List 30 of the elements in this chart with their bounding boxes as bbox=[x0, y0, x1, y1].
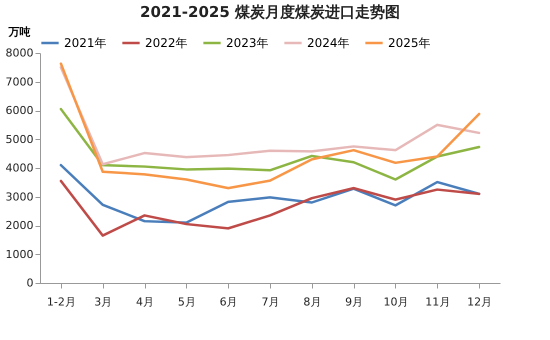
x-tick-label: 11月 bbox=[425, 296, 450, 308]
x-tick-label: 8月 bbox=[303, 296, 322, 308]
x-tick-label: 6月 bbox=[220, 296, 238, 308]
legend-label: 2023年 bbox=[226, 36, 269, 50]
x-tick-label: 12月 bbox=[467, 296, 492, 308]
y-tick-label: 1000 bbox=[6, 248, 34, 261]
legend-label: 2021年 bbox=[64, 36, 107, 50]
x-tick-label: 5月 bbox=[178, 296, 196, 308]
x-tick-label: 1-2月 bbox=[46, 296, 76, 308]
legend-label: 2022年 bbox=[145, 36, 188, 50]
y-tick-label: 7000 bbox=[6, 75, 34, 88]
line-series bbox=[60, 180, 480, 237]
y-tick-label: 6000 bbox=[6, 104, 34, 117]
y-axis-title: 万吨 bbox=[8, 26, 30, 38]
y-tick-label: 5000 bbox=[6, 132, 34, 146]
x-tick-label: 4月 bbox=[136, 296, 154, 308]
x-tick-label: 3月 bbox=[94, 296, 112, 308]
y-tick-label: 8000 bbox=[6, 46, 34, 60]
legend-label: 2024年 bbox=[307, 36, 350, 50]
x-tick-label: 10月 bbox=[383, 296, 408, 308]
legend-label: 2025年 bbox=[388, 36, 431, 50]
x-tick-label: 7月 bbox=[262, 296, 280, 308]
line-series bbox=[60, 62, 480, 190]
y-tick-label: 3000 bbox=[6, 190, 34, 204]
chart-title: 2021-2025 煤炭月度煤炭进口走势图 bbox=[140, 3, 400, 21]
y-tick-label: 0 bbox=[26, 276, 34, 290]
y-tick-label: 4000 bbox=[6, 162, 34, 174]
line-series bbox=[60, 108, 480, 181]
y-tick-label: 2000 bbox=[6, 219, 34, 232]
x-tick-label: 9月 bbox=[345, 296, 364, 308]
